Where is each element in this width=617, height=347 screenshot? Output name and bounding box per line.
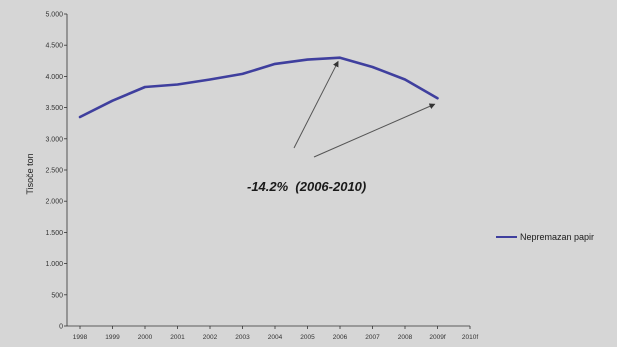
y-tick-label: 1.000 bbox=[45, 261, 63, 268]
annotation-text: -14.2% (2006-2010) bbox=[247, 179, 366, 194]
y-tick-label: 4.000 bbox=[45, 74, 63, 81]
data-point bbox=[436, 97, 439, 100]
data-point bbox=[306, 58, 309, 61]
data-point bbox=[209, 78, 211, 81]
series-lines bbox=[78, 56, 439, 119]
x-tick-label: 1998 bbox=[73, 334, 88, 341]
x-tick-label: 2005 bbox=[300, 334, 315, 341]
x-tick-label: 2004 bbox=[268, 334, 283, 341]
data-point bbox=[111, 99, 114, 102]
y-tick-label: 0 bbox=[59, 324, 63, 331]
x-tick-label: 2006 bbox=[333, 334, 348, 341]
x-tick-label: 2001 bbox=[170, 334, 185, 341]
data-point bbox=[79, 116, 81, 118]
y-tick-label: 3.000 bbox=[45, 136, 63, 143]
arrow-to-peak bbox=[293, 60, 339, 149]
x-tick-label: 1999 bbox=[105, 334, 120, 341]
x-tick-label: 2003 bbox=[235, 334, 250, 341]
data-point bbox=[241, 73, 244, 75]
legend: Nepremazan papir bbox=[496, 232, 594, 242]
x-axis: 1998 1999 2000 2001 2002 2003 2004 2005 2006 2007… bbox=[67, 325, 478, 341]
data-point bbox=[176, 83, 179, 86]
y-axis: 5.000 4.500 4.000 3.500 3.000 2.500 2.000 1.500… bbox=[45, 12, 68, 331]
x-tick-label: 2010f bbox=[462, 334, 478, 341]
y-axis-label: Tisoče ton bbox=[25, 153, 35, 194]
x-tick-label: 2000 bbox=[138, 334, 153, 341]
y-tick-label: 5.000 bbox=[45, 12, 63, 19]
legend-label: Nepremazan papir bbox=[520, 232, 594, 242]
series-line bbox=[78, 56, 439, 119]
x-tick-label: 2008 bbox=[398, 334, 413, 341]
data-point bbox=[371, 66, 374, 68]
arrow-to-end bbox=[313, 103, 436, 158]
x-tick-label: 2002 bbox=[203, 334, 218, 341]
x-tick-label: 2009f bbox=[429, 334, 445, 341]
annotation-arrows bbox=[293, 60, 436, 158]
y-tick-label: 1.500 bbox=[45, 230, 63, 237]
data-point bbox=[404, 78, 406, 81]
y-tick-label: 4.500 bbox=[45, 43, 63, 50]
data-point bbox=[274, 63, 276, 65]
data-point bbox=[339, 56, 341, 59]
y-tick-label: 3.500 bbox=[45, 105, 63, 112]
y-tick-label: 500 bbox=[51, 292, 63, 299]
y-tick-label: 2.500 bbox=[45, 168, 63, 175]
data-point bbox=[144, 86, 146, 88]
x-tick-label: 2007 bbox=[365, 334, 380, 341]
y-tick-label: 2.000 bbox=[45, 199, 63, 206]
